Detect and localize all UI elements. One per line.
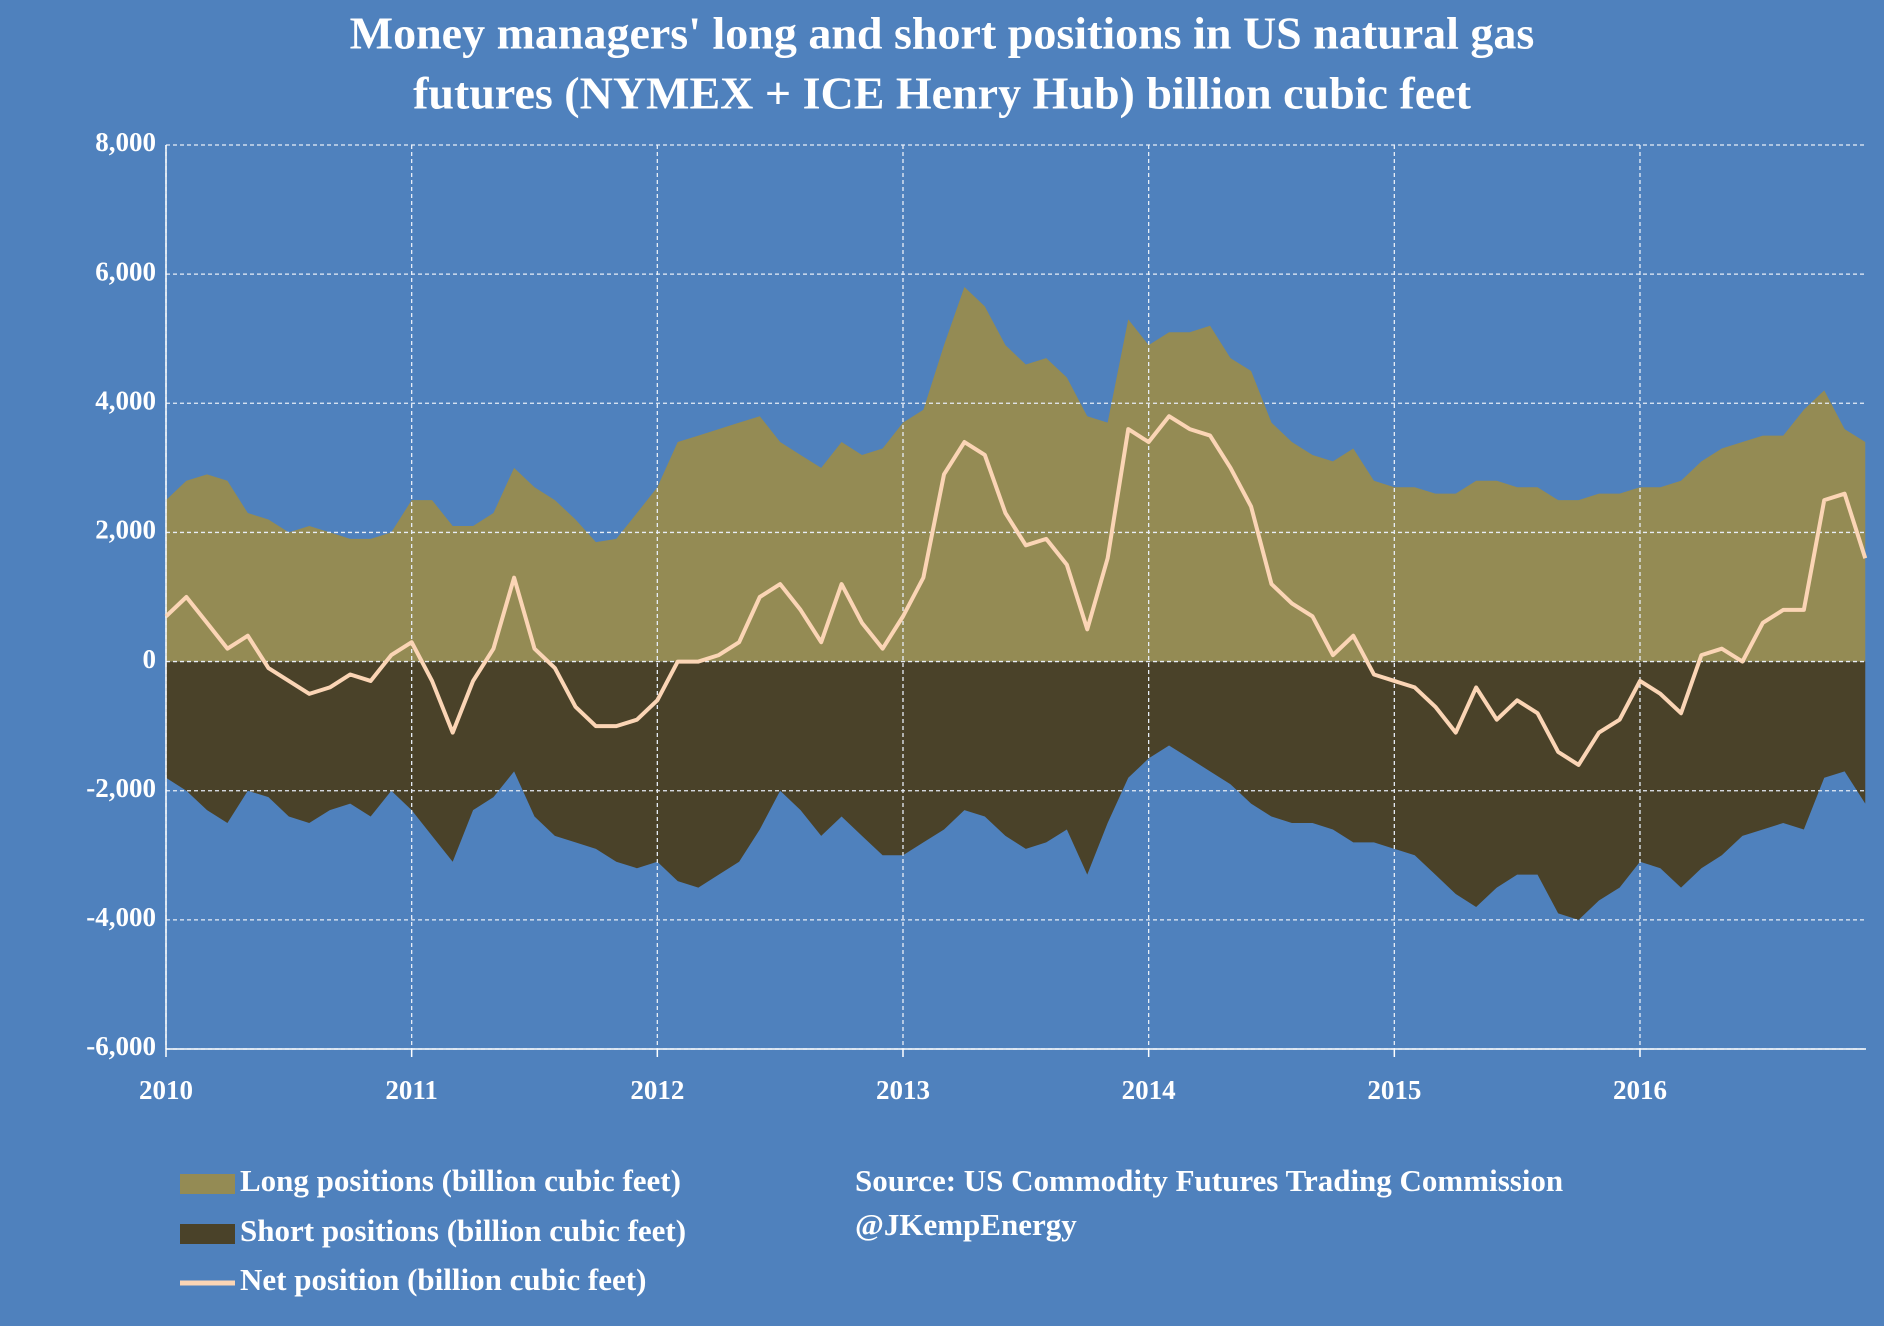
y-tick-label: 2,000 — [95, 515, 156, 545]
x-tick-label: 2016 — [1613, 1075, 1667, 1105]
plot-areas — [166, 287, 1866, 920]
x-tick-label: 2010 — [139, 1075, 193, 1105]
source-note: @JKempEnergy — [855, 1207, 1077, 1242]
x-tick-label: 2013 — [876, 1075, 930, 1105]
y-tick-label: 6,000 — [95, 256, 156, 286]
x-tick-label: 2012 — [630, 1075, 684, 1105]
y-tick-label: 0 — [143, 644, 157, 674]
y-tick-label: 8,000 — [95, 127, 156, 157]
y-tick-label: -2,000 — [86, 773, 156, 803]
y-tick-label: -4,000 — [86, 902, 156, 932]
y-tick-label: -6,000 — [86, 1031, 156, 1061]
plot-lines — [164, 414, 1868, 767]
legend-label: Short positions (billion cubic feet) — [240, 1213, 686, 1248]
chart-title: futures (NYMEX + ICE Henry Hub) billion … — [413, 68, 1471, 119]
y-tick-label: 4,000 — [95, 385, 156, 415]
source-note: Source: US Commodity Futures Trading Com… — [855, 1163, 1563, 1198]
legend-label: Net position (billion cubic feet) — [240, 1262, 646, 1297]
legend-swatch — [180, 1174, 235, 1194]
area — [166, 287, 1866, 662]
legend-swatch — [180, 1224, 235, 1244]
x-tick-label: 2011 — [385, 1075, 438, 1105]
line — [164, 414, 1868, 767]
grid — [165, 144, 1866, 1050]
x-tick-label: 2014 — [1122, 1075, 1176, 1105]
x-tick-label: 2015 — [1367, 1075, 1421, 1105]
chart-title: Money managers' long and short positions… — [350, 8, 1535, 59]
legend-label: Long positions (billion cubic feet) — [240, 1163, 681, 1198]
